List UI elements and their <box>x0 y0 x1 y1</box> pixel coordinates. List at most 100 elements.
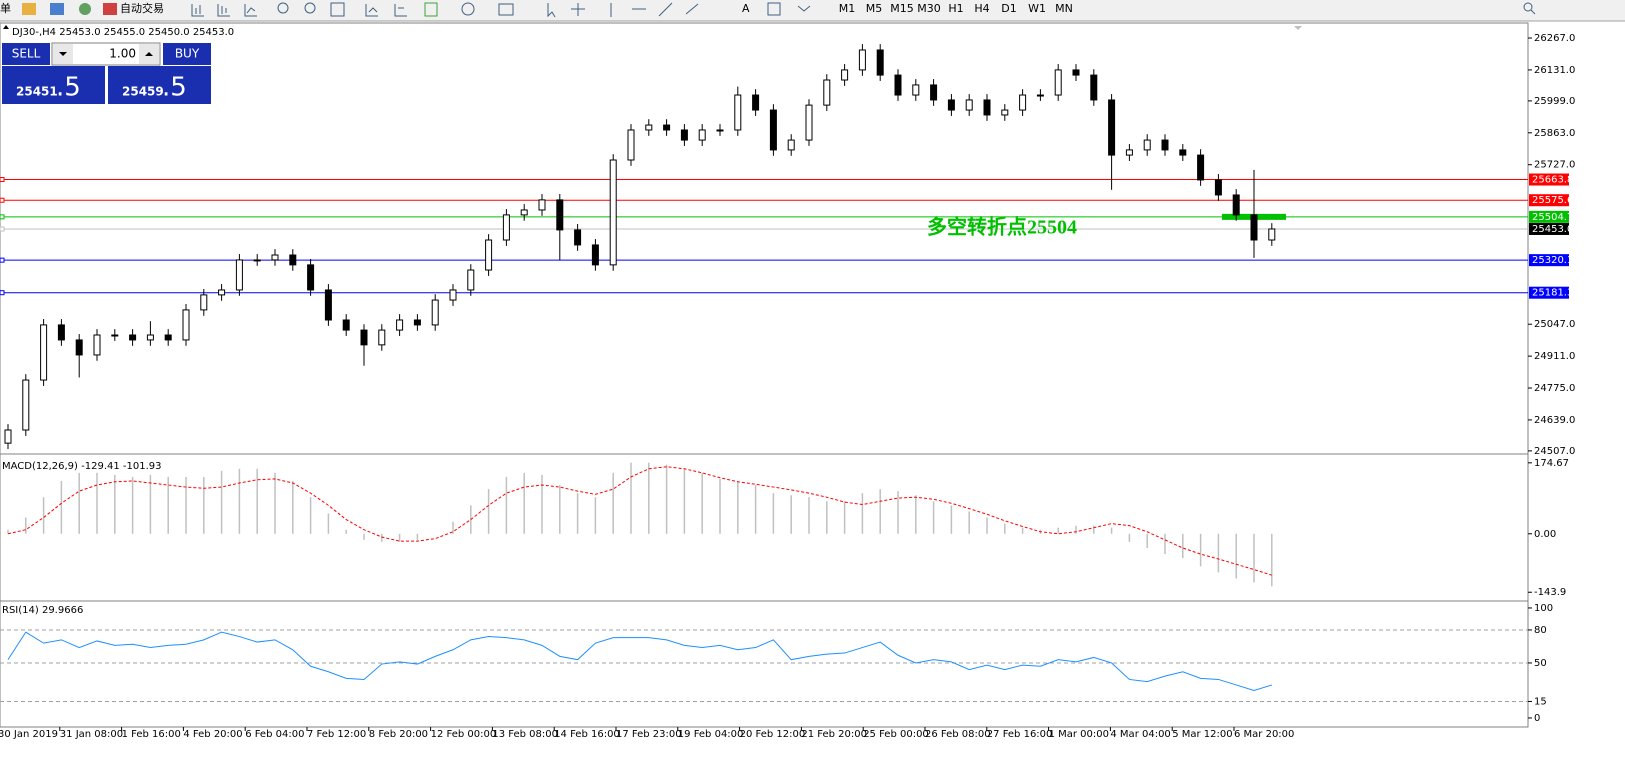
x-tick-label: 1 Feb 16:00 <box>122 729 181 740</box>
level-marker <box>0 197 5 203</box>
ask-main[interactable]: 25459 <box>122 85 164 99</box>
candle-body <box>22 379 30 431</box>
icon[interactable] <box>22 3 36 15</box>
y-tick-label: -143.9 <box>1534 587 1566 598</box>
candle-body <box>894 74 902 96</box>
shift-marker <box>1294 26 1302 30</box>
level-marker <box>0 177 5 183</box>
y-tick-label: 25727.0 <box>1534 160 1575 171</box>
icon[interactable] <box>1523 2 1533 12</box>
candle-body <box>574 229 582 246</box>
candle-body <box>930 84 938 101</box>
y-tick-label: 24775.0 <box>1534 383 1575 394</box>
sell-button[interactable] <box>2 43 50 65</box>
icon[interactable] <box>1530 9 1536 15</box>
x-tick-label: 17 Feb 23:00 <box>616 729 682 740</box>
candle-body <box>1143 139 1151 151</box>
candle-body <box>734 94 742 131</box>
candle-body <box>200 294 208 311</box>
icon[interactable] <box>244 4 257 17</box>
icon[interactable] <box>50 3 64 15</box>
bid-frac[interactable]: .5 <box>56 73 81 103</box>
candle-body <box>627 129 635 161</box>
candle-body <box>1125 149 1133 156</box>
icon[interactable] <box>103 3 117 15</box>
icon[interactable] <box>797 5 811 12</box>
collapse-icon[interactable] <box>3 25 9 29</box>
icon[interactable] <box>365 4 378 17</box>
x-tick-label: 20 Feb 12:00 <box>740 729 806 740</box>
icon[interactable] <box>424 2 438 17</box>
candle-body <box>413 319 421 326</box>
timeframe-button[interactable]: M15 <box>890 2 914 15</box>
timeframe-button[interactable]: M1 <box>839 2 856 15</box>
icon[interactable] <box>610 2 699 17</box>
candle-body <box>609 159 617 266</box>
candle-body <box>75 339 83 356</box>
level-label-box <box>1529 173 1569 186</box>
candle-body <box>1036 94 1044 97</box>
timeframe-button[interactable]: H4 <box>974 2 989 15</box>
level-label-box <box>1529 254 1569 267</box>
y-tick-label: 25863.0 <box>1534 128 1575 139</box>
timeframe-button[interactable]: MN <box>1055 2 1073 15</box>
macd-title: MACD(12,26,9) -129.41 -101.93 <box>2 461 162 472</box>
sell-label[interactable]: SELL <box>12 47 41 61</box>
ask-frac[interactable]: .5 <box>162 73 187 103</box>
ask-box[interactable] <box>108 66 211 104</box>
icon[interactable] <box>191 4 204 17</box>
x-tick-label: 8 Feb 20:00 <box>369 729 428 740</box>
x-tick-label: 30 Jan 2019 <box>0 729 58 740</box>
candle-body <box>449 289 457 301</box>
timeframe-button[interactable]: M5 <box>866 2 883 15</box>
lot-spinner[interactable] <box>51 42 161 66</box>
bid-box[interactable] <box>2 66 105 104</box>
buy-label[interactable]: BUY <box>175 47 200 61</box>
icon[interactable] <box>394 4 407 17</box>
candle-body <box>983 99 991 116</box>
level-label-box <box>1529 210 1569 223</box>
y-tick-label: 24507.0 <box>1534 446 1575 457</box>
x-tick-label: 26 Feb 08:00 <box>925 729 991 740</box>
text-tool[interactable]: A <box>742 2 750 15</box>
buy-button[interactable] <box>163 43 211 65</box>
y-tick-label: 25999.0 <box>1534 96 1575 107</box>
icon[interactable] <box>330 2 345 17</box>
icon[interactable] <box>277 2 289 14</box>
icon[interactable] <box>304 2 316 14</box>
candle-body <box>1072 69 1080 76</box>
arrow-icon <box>59 52 67 56</box>
auto-trade[interactable]: 自动交易 <box>120 1 164 15</box>
timeframe-button[interactable]: D1 <box>1001 2 1016 15</box>
candle-body <box>1019 94 1027 111</box>
x-tick-label: 5 Mar 12:00 <box>1172 729 1232 740</box>
timeframe-button[interactable]: W1 <box>1028 2 1046 15</box>
icon[interactable] <box>767 2 781 16</box>
icon[interactable] <box>498 3 514 16</box>
candle-body <box>1001 109 1009 116</box>
candle-body <box>1197 154 1205 181</box>
candle-body <box>378 329 386 346</box>
level-label: 25663.8 <box>1532 175 1573 186</box>
menu-label[interactable]: 单 <box>0 2 11 15</box>
timeframe-button[interactable]: M30 <box>917 2 941 15</box>
level-label: 25575.6 <box>1532 195 1573 206</box>
candle-body <box>520 209 528 216</box>
candle-body <box>841 69 849 81</box>
icon[interactable] <box>461 2 475 16</box>
timeframe-button[interactable]: H1 <box>948 2 963 15</box>
icon[interactable] <box>571 3 585 16</box>
y-tick-label: 50 <box>1534 658 1547 669</box>
level-label-box <box>1529 222 1569 235</box>
icon[interactable] <box>79 3 91 15</box>
icon[interactable] <box>217 4 230 17</box>
candle-body <box>253 259 261 262</box>
lot-value[interactable]: 1.00 <box>109 47 136 61</box>
arrow-icon <box>145 52 153 56</box>
candle-body <box>947 99 955 111</box>
candle-body <box>502 214 510 241</box>
icon[interactable] <box>547 3 556 18</box>
y-tick-label: 80 <box>1534 625 1547 636</box>
bid-main[interactable]: 25451 <box>16 85 58 99</box>
macd-signal <box>7 466 1272 576</box>
